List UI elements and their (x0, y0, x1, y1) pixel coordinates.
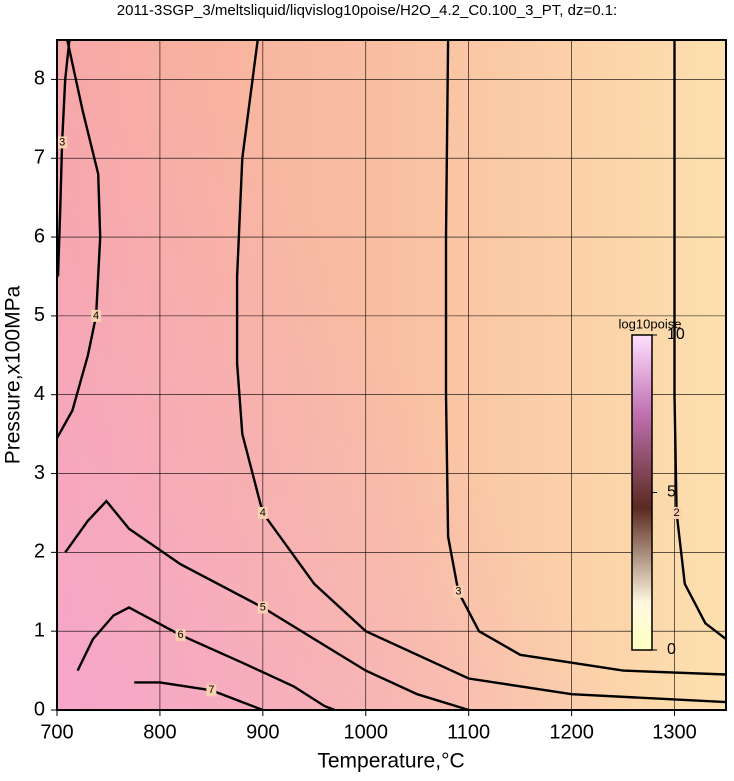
colorbar (631, 334, 653, 651)
contour-label: 2 (674, 507, 680, 519)
contour-line (55, 39, 102, 439)
y-tick-label: 4 (34, 383, 45, 405)
colorbar-tick-label: 0 (667, 641, 676, 658)
contour-line (64, 499, 470, 712)
contour-label: 3 (455, 586, 461, 598)
contour-label-bg (257, 506, 268, 519)
y-axis-label: Pressure,x100MPa (2, 285, 25, 464)
contour-label-bg (257, 601, 268, 614)
contour-label-bg (671, 506, 682, 519)
contour-label: 3 (59, 136, 65, 148)
contour-line (444, 39, 727, 676)
colorbar-label: log10poise (619, 316, 682, 331)
y-tick-label: 3 (34, 462, 45, 484)
y-tick-label: 7 (34, 147, 45, 169)
contour-label-bg (91, 309, 102, 322)
contour-label-bg (175, 629, 186, 642)
colorbar-tick-label: 5 (667, 484, 676, 501)
y-tick-label: 6 (34, 225, 45, 247)
contour-label-bg (453, 585, 464, 598)
x-tick-label: 700 (40, 721, 73, 743)
contour-label: 4 (93, 310, 99, 322)
x-tick-label: 800 (143, 721, 176, 743)
contour-label: 4 (260, 507, 266, 519)
contour-label: 5 (260, 601, 266, 613)
x-tick-label: 1300 (652, 721, 697, 743)
chart-title: 2011-3SGP_3/meltsliquid/liqvislog10poise… (117, 2, 617, 19)
x-tick-label: 1200 (549, 721, 594, 743)
contour-label: 6 (177, 629, 183, 641)
x-tick-label: 1100 (447, 721, 490, 743)
plot-background (57, 40, 726, 710)
contour-label: 7 (208, 684, 214, 696)
contour-label-bg (206, 684, 217, 697)
y-tick-label: 8 (34, 68, 45, 90)
x-tick-label: 1000 (344, 721, 389, 743)
y-tick-label: 1 (34, 619, 45, 641)
plot-frame (56, 39, 727, 711)
y-tick-label: 5 (34, 304, 45, 326)
contour-label-bg (57, 136, 68, 149)
y-tick-label: 2 (34, 541, 45, 563)
x-tick-label: 900 (246, 721, 279, 743)
y-tick-label: 0 (34, 698, 45, 720)
colorbar-tick-label: 10 (667, 326, 685, 343)
x-axis-label: Temperature,°C (317, 750, 464, 773)
